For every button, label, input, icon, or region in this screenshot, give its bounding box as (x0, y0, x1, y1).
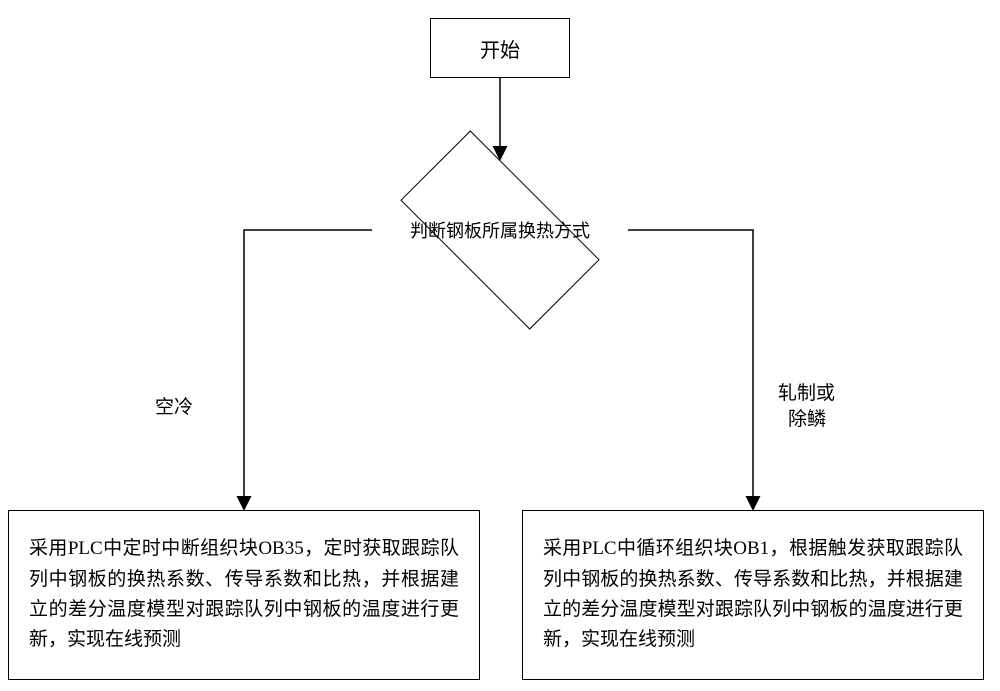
right-process-node: 采用PLC中循环组织块OB1，根据触发获取跟踪队列中钢板的换热系数、传导系数和比… (522, 510, 984, 680)
decision-node: 判断钢板所属换热方式 (370, 160, 630, 300)
right-branch-label-1: 轧制或 (778, 378, 835, 405)
left-process-node: 采用PLC中定时中断组织块OB35，定时获取跟踪队列中钢板的换热系数、传导系数和… (8, 510, 480, 680)
right-branch-label-2: 除鳞 (788, 404, 826, 431)
decision-shape (400, 130, 599, 329)
left-process-label: 采用PLC中定时中断组织块OB35，定时获取跟踪队列中钢板的换热系数、传导系数和… (29, 534, 459, 656)
left-branch-label: 空冷 (155, 392, 193, 419)
right-process-label: 采用PLC中循环组织块OB1，根据触发获取跟踪队列中钢板的换热系数、传导系数和比… (543, 534, 963, 656)
start-label: 开始 (480, 34, 520, 63)
start-node: 开始 (430, 18, 570, 78)
